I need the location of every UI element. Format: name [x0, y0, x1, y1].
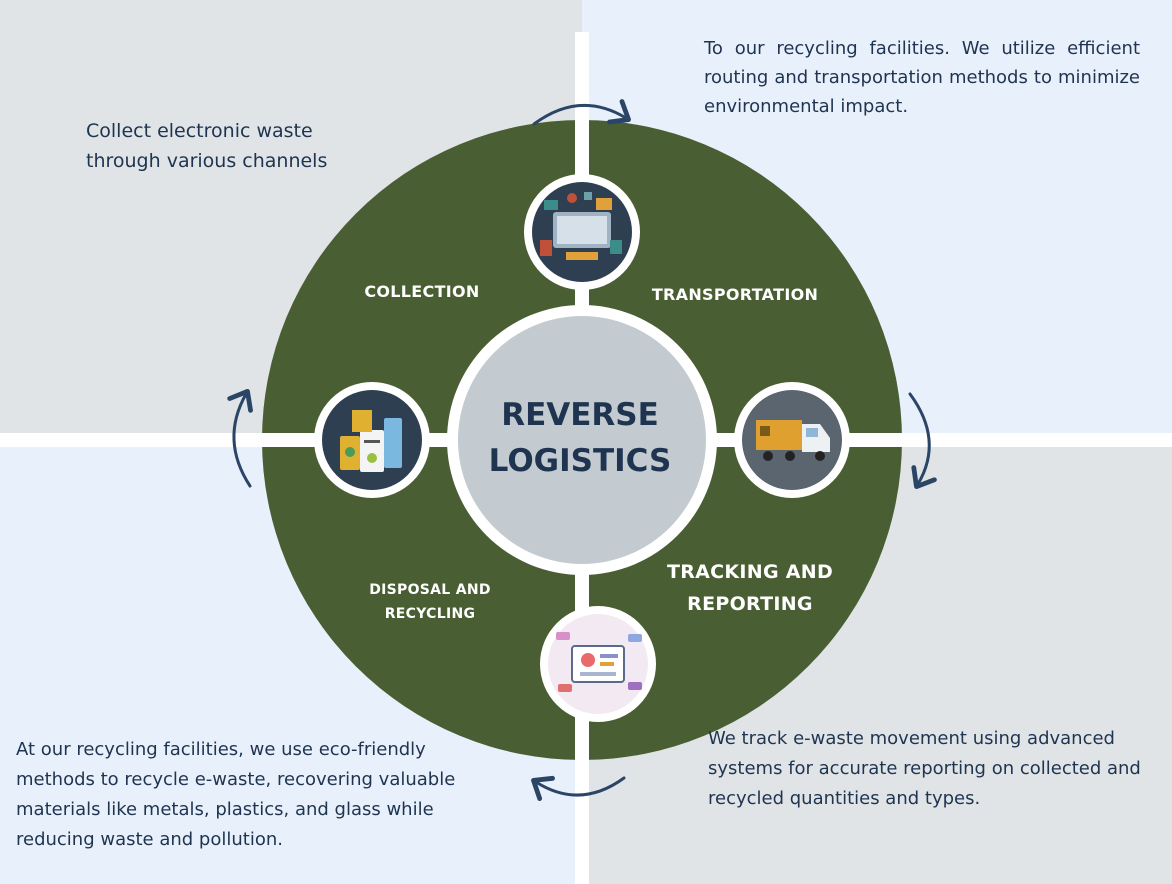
- flow-arrow-top: [532, 99, 631, 126]
- dashboard-icon: [540, 606, 656, 722]
- disposal-description: At our recycling facilities, we use eco-…: [16, 739, 456, 850]
- transportation-label: TRANSPORTATION: [651, 285, 819, 304]
- flow-arrow-left: [227, 388, 253, 488]
- center-circle: [458, 316, 706, 564]
- transportation-description: To our recycling facilities. We utilize …: [704, 38, 1140, 117]
- flow-arrow-bottom: [531, 775, 626, 801]
- flow-arrow-right: [908, 392, 937, 489]
- disposal-label: DISPOSAL AND RECYCLING: [369, 582, 491, 622]
- recycling-bins-icon: [314, 382, 430, 498]
- electronics-pile-icon: [524, 174, 640, 290]
- collection-description: Collect electronic waste through various…: [86, 120, 328, 172]
- center-title: REVERSE LOGISTICS: [488, 397, 672, 479]
- collection-label: COLLECTION: [364, 282, 480, 301]
- tracking-label: TRACKING AND REPORTING: [666, 561, 834, 615]
- tracking-description: We track e-waste movement using advanced…: [708, 728, 1141, 809]
- truck-icon: [734, 382, 850, 498]
